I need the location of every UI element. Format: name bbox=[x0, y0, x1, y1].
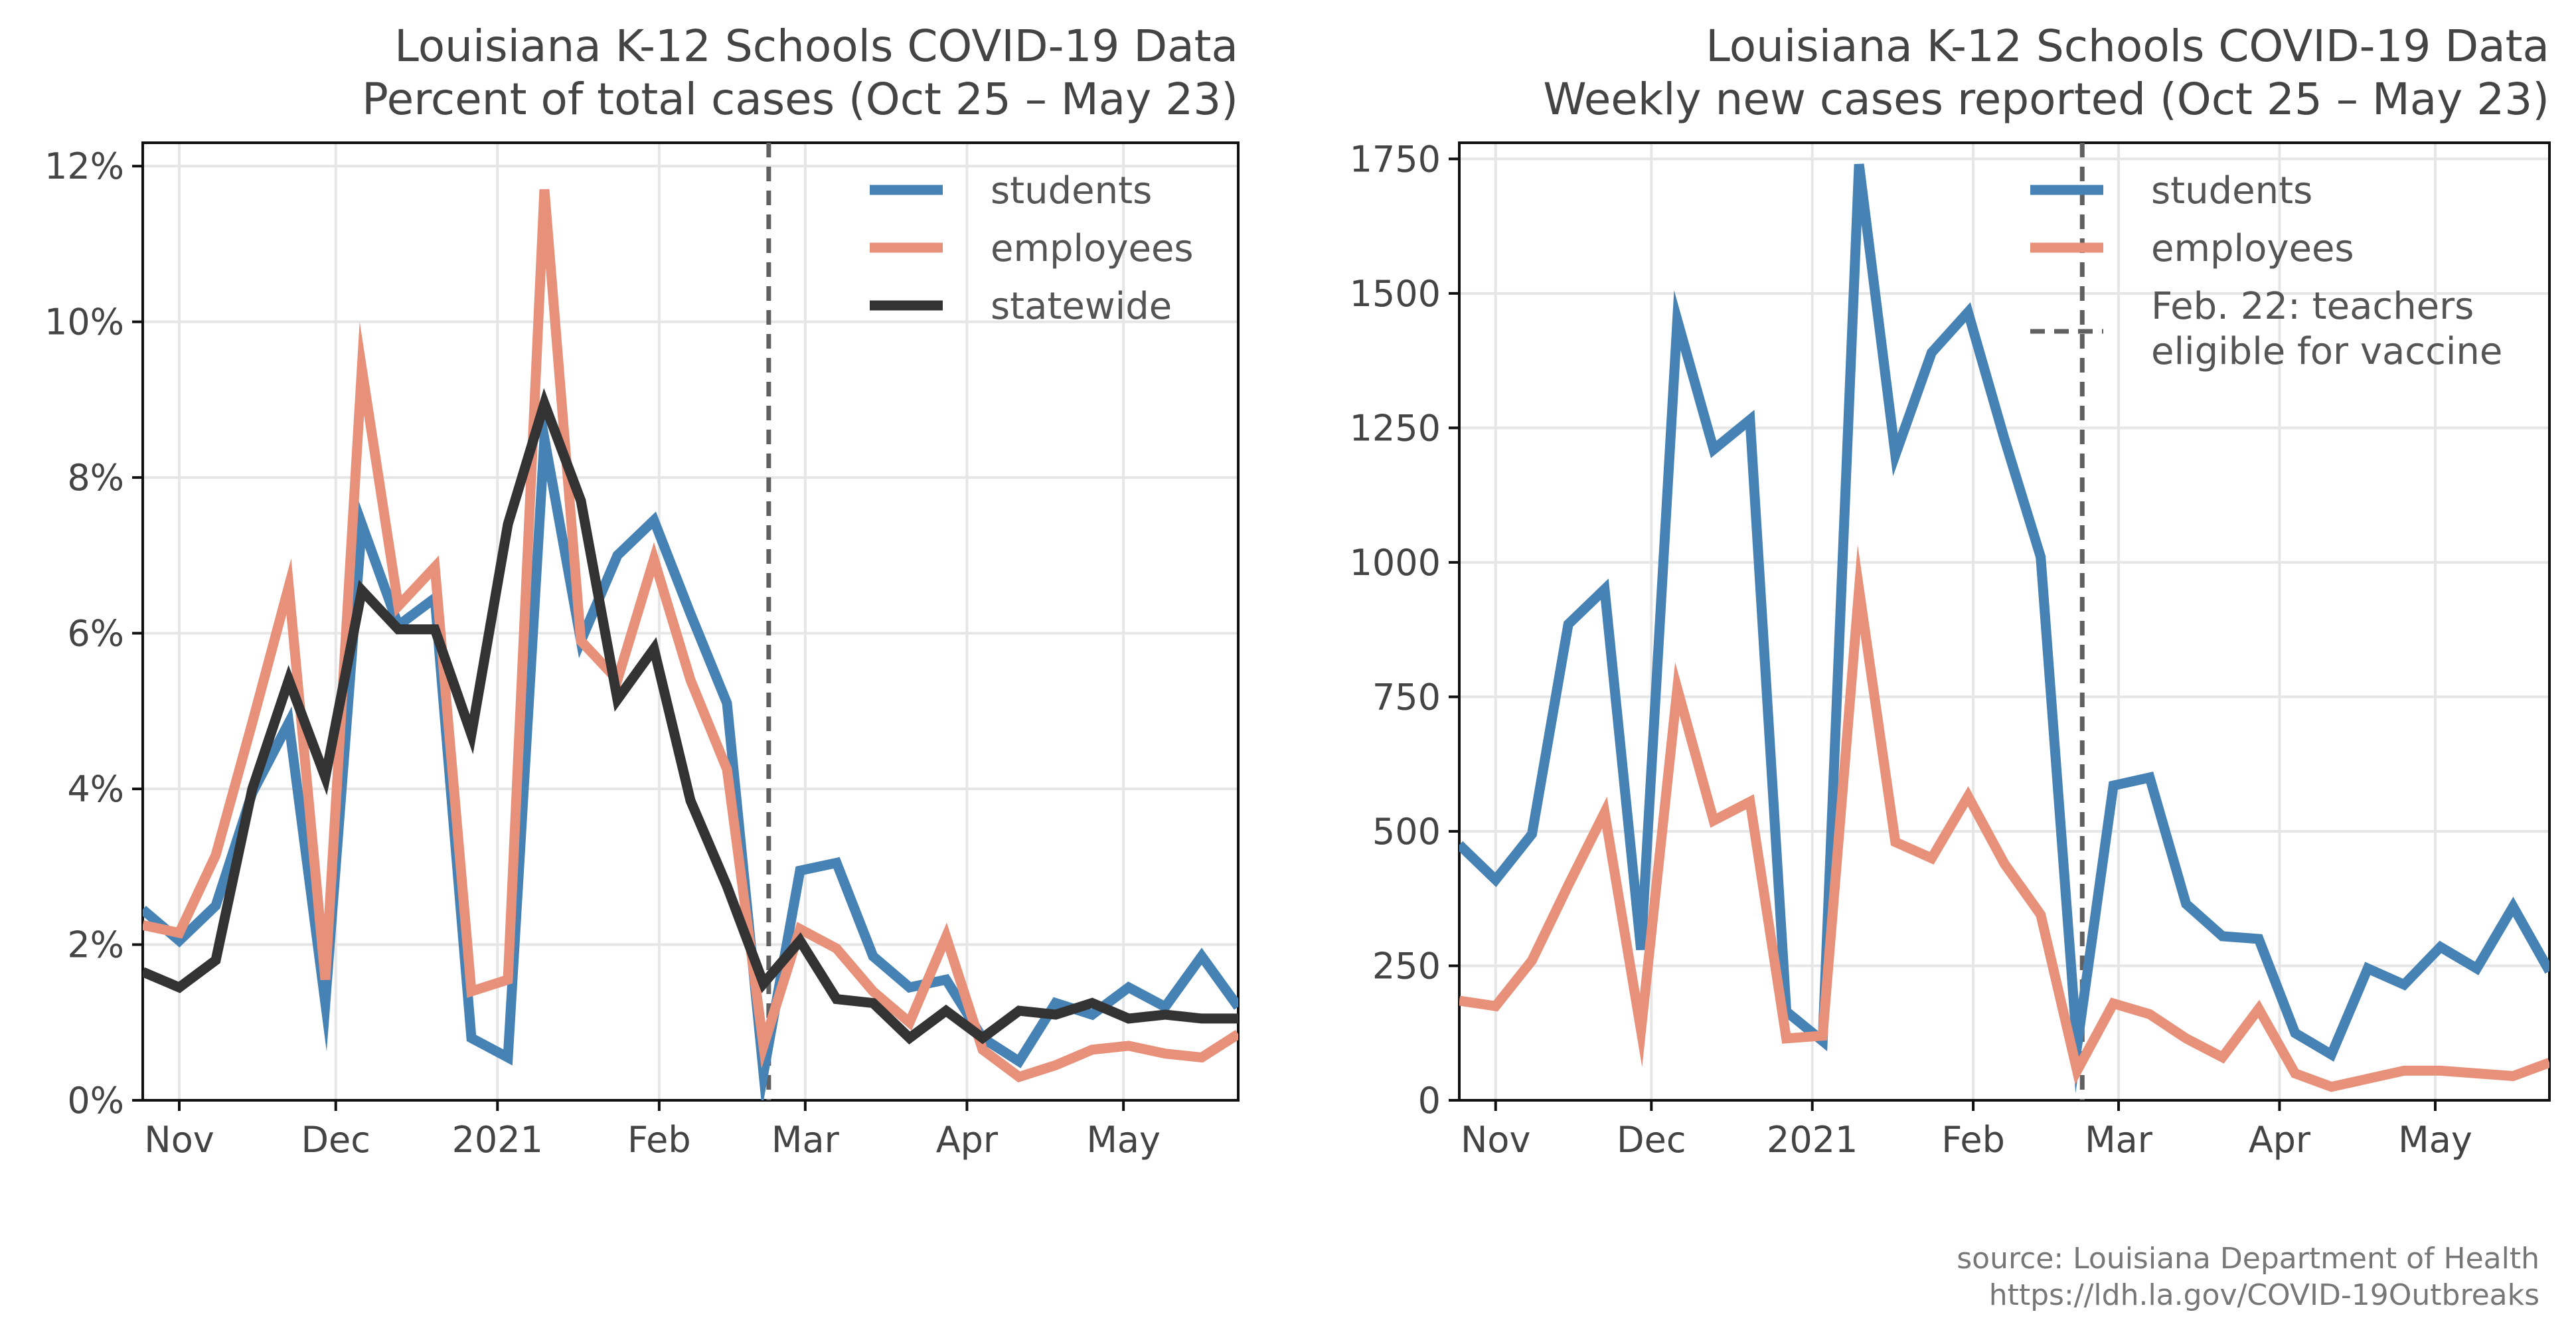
percent-axes-frame bbox=[141, 141, 1240, 1102]
cases-ytick-label: 1750 bbox=[1350, 138, 1441, 180]
cases-ytick-label: 750 bbox=[1372, 676, 1441, 718]
cases-legend-label-employees: employees bbox=[2151, 227, 2354, 270]
percent-legend: students employees statewide bbox=[870, 169, 1194, 328]
percent-legend-label-statewide: statewide bbox=[991, 285, 1172, 328]
cases-axes-frame bbox=[1458, 141, 2551, 1102]
cases-xtick-label: Nov bbox=[1461, 1119, 1530, 1161]
cases-xtick-label: Mar bbox=[2085, 1119, 2153, 1161]
cases-ytick-label: 1250 bbox=[1350, 407, 1441, 449]
percent-xtick-label: 2021 bbox=[452, 1119, 543, 1161]
cases-chart-panel: Louisiana K-12 Schools COVID-19 Data Wee… bbox=[1350, 21, 2551, 1161]
percent-chart-title: Louisiana K-12 Schools COVID-19 Data bbox=[394, 21, 1238, 72]
percent-xtick-label: Apr bbox=[936, 1119, 999, 1161]
cases-ytick-label: 0 bbox=[1418, 1080, 1441, 1122]
cases-xtick-label: 2021 bbox=[1767, 1119, 1858, 1161]
source-note-line1: source: Louisiana Department of Health bbox=[1957, 1242, 2539, 1276]
cases-legend-label-students: students bbox=[2151, 169, 2312, 212]
percent-xtick-label: May bbox=[1086, 1119, 1161, 1161]
percent-legend-label-employees: employees bbox=[991, 227, 1194, 270]
percent-ytick-label: 0% bbox=[67, 1080, 124, 1122]
cases-series-employees bbox=[1459, 544, 2549, 1092]
percent-series-students bbox=[143, 396, 1238, 1100]
cases-ytick-label: 250 bbox=[1372, 945, 1441, 987]
percent-xtick-label: Dec bbox=[301, 1119, 370, 1161]
cases-chart-subtitle: Weekly new cases reported (Oct 25 – May … bbox=[1543, 74, 2549, 125]
cases-series-students bbox=[1459, 163, 2549, 1094]
percent-ytick-label: 8% bbox=[67, 457, 124, 499]
percent-ytick-label: 2% bbox=[67, 924, 124, 966]
cases-chart-title: Louisiana K-12 Schools COVID-19 Data bbox=[1706, 21, 2549, 72]
cases-ytick-label: 1500 bbox=[1350, 273, 1441, 315]
cases-chart-plot-area: 0 250 500 750 1000 1250 1500 1750 Nov Dec 2021 Feb M… bbox=[1350, 138, 2551, 1161]
cases-ytick-label: 500 bbox=[1372, 811, 1441, 853]
percent-series-employees bbox=[143, 189, 1238, 1083]
percent-legend-label-students: students bbox=[991, 169, 1152, 212]
cases-xtick-label: Dec bbox=[1617, 1119, 1686, 1161]
percent-chart-plot-area: 0% 2% 4% 6% 8% 10% 12% Nov Dec 2021 Feb Mar Apr May st… bbox=[44, 141, 1240, 1161]
percent-ytick-label: 4% bbox=[67, 768, 124, 810]
cases-series-group bbox=[1459, 163, 2549, 1094]
source-note-line2: https://ldh.la.gov/COVID-19Outbreaks bbox=[1989, 1278, 2539, 1312]
percent-series-group bbox=[143, 189, 1238, 1100]
percent-ytick-label: 12% bbox=[44, 145, 124, 187]
cases-xtick-label: Apr bbox=[2249, 1119, 2311, 1161]
cases-legend-label-vline: eligible for vaccine bbox=[2151, 330, 2502, 373]
percent-xtick-label: Feb bbox=[627, 1119, 691, 1161]
percent-xtick-label: Nov bbox=[144, 1119, 214, 1161]
cases-xtick-label: May bbox=[2398, 1119, 2472, 1161]
percent-chart-panel: Louisiana K-12 Schools COVID-19 Data Per… bbox=[44, 21, 1240, 1161]
cases-xtick-label: Feb bbox=[1941, 1119, 2005, 1161]
cases-legend: students employees Feb. 22: teacherseligib… bbox=[2030, 169, 2502, 373]
percent-xtick-label: Mar bbox=[771, 1119, 840, 1161]
percent-chart-subtitle: Percent of total cases (Oct 25 – May 23) bbox=[362, 74, 1238, 125]
percent-ytick-label: 6% bbox=[67, 613, 124, 655]
cases-legend-label-vline: Feb. 22: teachers bbox=[2151, 285, 2474, 328]
cases-ytick-label: 1000 bbox=[1350, 542, 1441, 584]
percent-series-statewide bbox=[143, 388, 1238, 1045]
percent-ytick-label: 10% bbox=[44, 301, 124, 343]
